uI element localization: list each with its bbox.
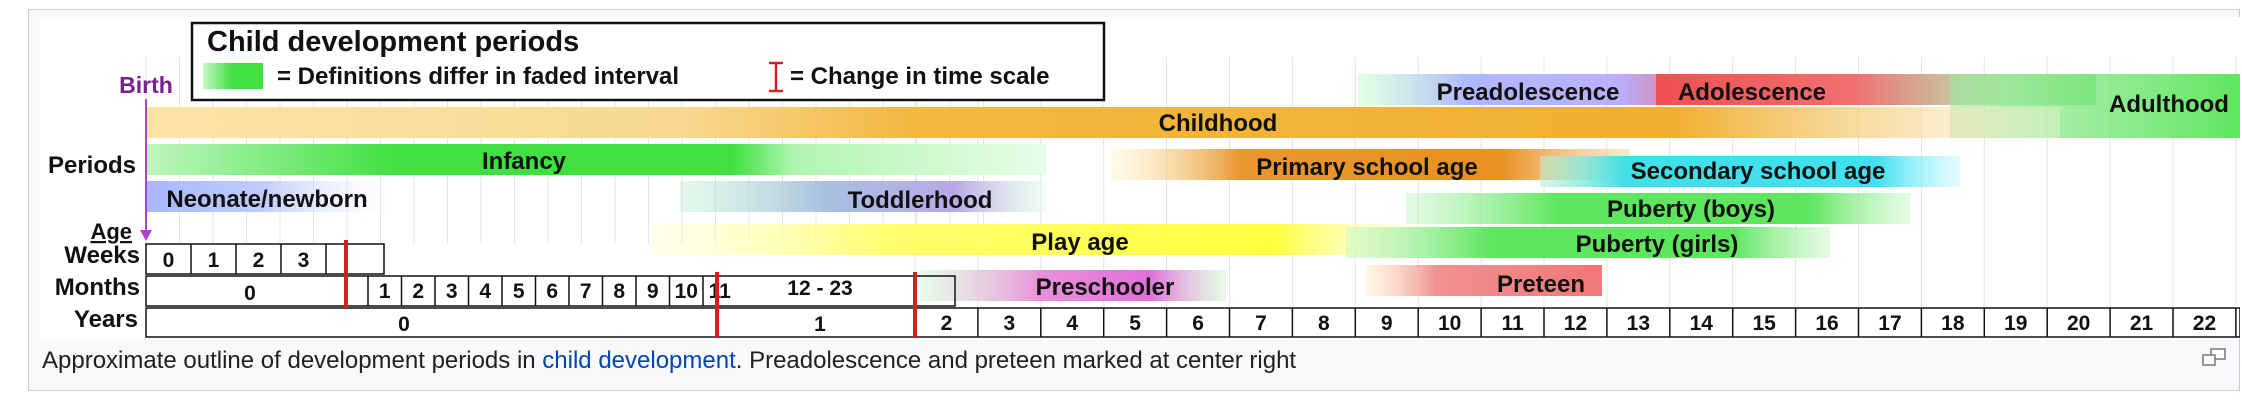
month-cell-label: 10: [675, 280, 698, 303]
year-cell-label: 20: [2067, 312, 2090, 335]
birth-arrow-icon: [140, 230, 152, 241]
year-cell-label: 18: [1941, 312, 1965, 335]
preteen-label: Preteen: [1497, 271, 1585, 298]
years-row-label: Years: [74, 306, 138, 333]
years-first-label: 0: [398, 313, 410, 336]
year-cell-label: 16: [1815, 312, 1838, 335]
week-cell-label: 2: [253, 249, 265, 272]
preadolescence-label: Preadolescence: [1437, 79, 1620, 106]
week-cell-label: 1: [208, 249, 220, 272]
neonate-label: Neonate/newborn: [166, 186, 367, 213]
year-cell-label: 15: [1752, 312, 1776, 335]
legend-box: [190, 21, 1106, 102]
periods-row-label: Periods: [48, 152, 136, 179]
week-cell-label: 0: [163, 249, 175, 272]
primary-school-label: Primary school age: [1256, 154, 1477, 181]
adulthood-label: Adulthood: [2109, 91, 2229, 118]
infancy-band: [146, 144, 1046, 175]
month-cell-label: 6: [546, 280, 558, 303]
year-cell-label: 12: [1564, 312, 1587, 335]
months-first-label: 0: [244, 282, 256, 305]
year-cell-label: 21: [2130, 312, 2154, 335]
preschooler-label: Preschooler: [1036, 274, 1175, 301]
childhood-label: Childhood: [1159, 110, 1278, 137]
toddlerhood-label: Toddlerhood: [848, 187, 993, 214]
months-second-label: 12 - 23: [787, 277, 852, 300]
puberty-boys-label: Puberty (boys): [1607, 196, 1775, 223]
month-cell-label: 1: [379, 280, 391, 303]
legend-faded-text: = Definitions differ in faded interval: [277, 63, 679, 90]
legend: Child development periods = Definitions …: [190, 21, 1106, 102]
year-cell-label: 5: [1129, 312, 1141, 335]
preschooler-band: [920, 270, 1226, 301]
month-cell-label: 9: [647, 280, 659, 303]
month-cell-label: 7: [580, 280, 592, 303]
month-cell-label: 4: [479, 280, 491, 303]
week-cell-label: 3: [298, 249, 310, 272]
year-cell-label: 17: [1878, 312, 1901, 335]
play-age-label: Play age: [1031, 229, 1128, 256]
scale-change-icon: [769, 61, 783, 93]
legend-scale-text: = Change in time scale: [790, 63, 1049, 90]
year-cell-label: 2: [941, 312, 953, 335]
weeks-row: [145, 243, 385, 275]
year-cell-label: 11: [1501, 312, 1524, 335]
childhood-band: [146, 107, 2060, 138]
year-cell-label: 19: [2004, 312, 2027, 335]
child-development-link[interactable]: child development: [542, 347, 736, 374]
caption-text-after: . Preadolescence and preteen marked at c…: [735, 347, 1297, 374]
month-cell-label: 2: [412, 280, 424, 303]
year-cell-label: 3: [1004, 312, 1016, 335]
year-cell-label: 8: [1318, 312, 1330, 335]
enlarge-icon[interactable]: [2202, 348, 2226, 366]
years-row: [145, 307, 2240, 338]
year-cell-label: 9: [1381, 312, 1393, 335]
neonate-band: [146, 181, 406, 212]
legend-title: Child development periods: [207, 26, 579, 58]
age-label: Age: [90, 219, 132, 244]
adolescence-label: Adolescence: [1678, 79, 1826, 106]
weeks-row-label: Weeks: [64, 242, 140, 269]
play-age-band: [650, 224, 1430, 255]
month-cell-label: 5: [513, 280, 525, 303]
infancy-label: Infancy: [482, 148, 567, 175]
year-cell-label: 13: [1627, 312, 1650, 335]
month-cell-label: 3: [446, 280, 458, 303]
year-cell-label: 6: [1192, 312, 1204, 335]
years-second-label: 1: [814, 313, 826, 336]
puberty-girls-band: [1346, 227, 1830, 258]
legend-faded-swatch: [203, 63, 263, 89]
figure-caption: Approximate outline of development perio…: [42, 347, 1296, 375]
year-cell-label: 22: [2193, 312, 2216, 335]
year-cell-label: 10: [1438, 312, 1461, 335]
birth-label: Birth: [119, 72, 173, 98]
year-cell-label: 7: [1255, 312, 1267, 335]
caption-text-before: Approximate outline of development perio…: [42, 347, 543, 374]
year-cell-label: 14: [1690, 312, 1714, 335]
puberty-boys-band: [1406, 193, 1910, 224]
months-row-label: Months: [55, 274, 140, 301]
secondary-school-band: [1540, 156, 1960, 187]
puberty-girls-label: Puberty (girls): [1576, 231, 1739, 258]
toddlerhood-band: [680, 181, 1046, 212]
months-row: [145, 275, 956, 307]
preteen-band: [1366, 265, 1602, 296]
child-development-diagram: Preadolescence Adolescence Adulthood Chi…: [40, 17, 2240, 339]
month-cell-label: 11: [709, 280, 732, 303]
secondary-school-label: Secondary school age: [1631, 158, 1886, 185]
scale-change-markers: [344, 240, 917, 338]
year-cell-label: 4: [1066, 312, 1078, 335]
month-cell-label: 8: [613, 280, 625, 303]
